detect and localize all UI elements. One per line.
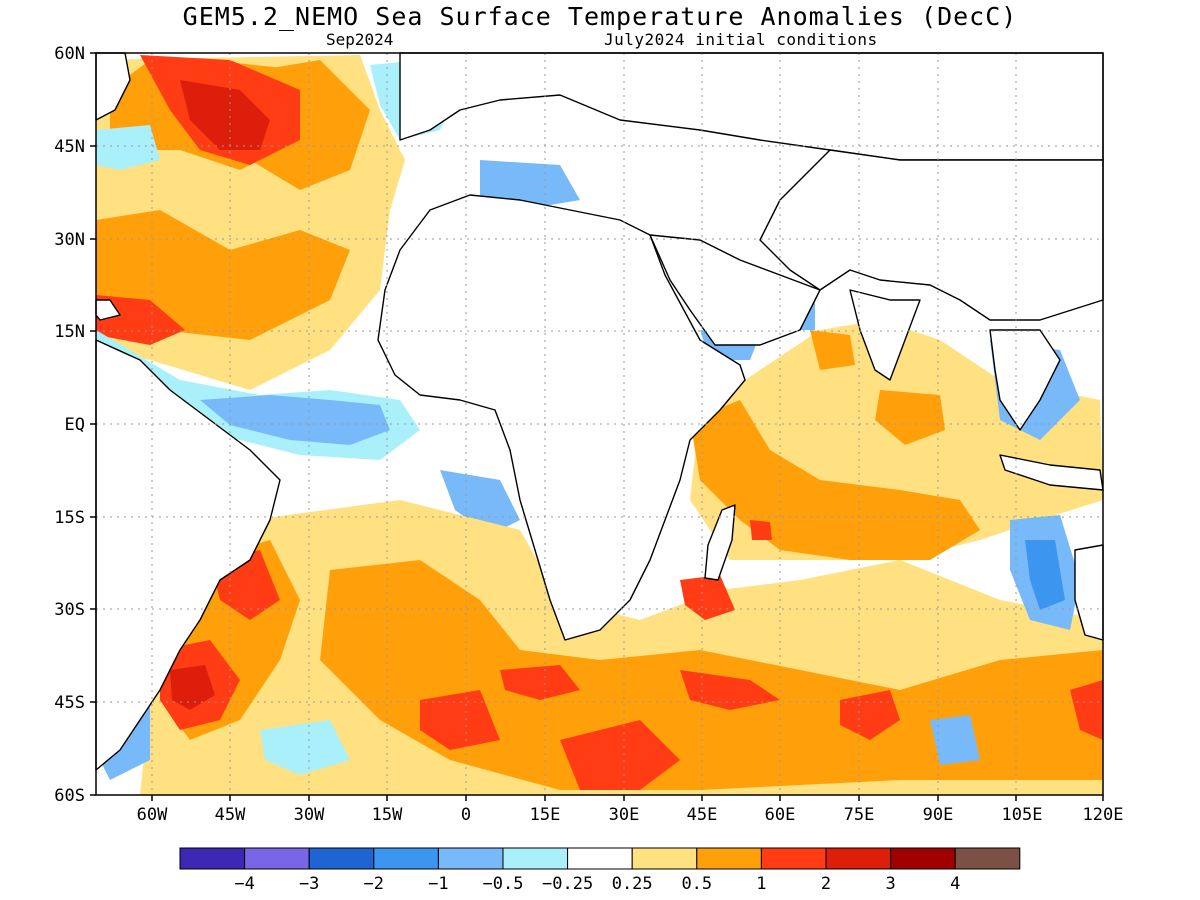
lon-label: 105E (1002, 805, 1043, 825)
colorbar-label: 3 (885, 874, 896, 894)
colorbar-swatch (437, 847, 504, 870)
warm-anomaly-region (96, 295, 185, 345)
warm-anomaly-region (810, 330, 855, 370)
lat-label: EQ (65, 415, 85, 435)
colorbar-label: −0.5 (482, 874, 524, 894)
cool-anomaly-region (1025, 540, 1065, 610)
lat-label: 30N (54, 230, 85, 250)
warm-anomaly-region (500, 665, 580, 700)
forecast-month: Sep2024 (326, 30, 394, 49)
colorbar-swatch (890, 847, 956, 870)
cool-anomaly-region (260, 720, 350, 775)
warm-anomaly-region (170, 665, 215, 710)
anomaly-field (96, 55, 1103, 795)
colorbar-label: 1 (756, 874, 767, 894)
map-title: GEM5.2_NEMO Sea Surface Temperature Anom… (182, 2, 1018, 31)
colorbar-label: 2 (820, 874, 832, 894)
lon-label: 60E (765, 805, 796, 825)
lon-label: 45W (215, 805, 246, 825)
arabia-outline (649, 234, 821, 346)
colorbar-swatch (760, 847, 827, 870)
warm-anomaly-region (420, 690, 500, 750)
india-outline (849, 289, 921, 381)
colorbar-swatch (308, 847, 375, 870)
madagascar-outline (704, 504, 736, 581)
colorbar-label: 4 (950, 874, 961, 894)
lon-label: 60W (137, 805, 168, 825)
australia-outline (1074, 544, 1104, 641)
warm-anomaly-region (750, 520, 772, 540)
colorbar-label: 0.25 (611, 874, 653, 894)
warm-anomaly-region (875, 390, 945, 445)
lat-label: 15N (54, 322, 85, 342)
warm-anomaly-region (680, 670, 780, 710)
colorbar (179, 847, 1021, 870)
colorbar-swatch (179, 847, 246, 870)
south-america-outline (95, 339, 281, 771)
cool-anomaly-region (440, 470, 520, 535)
colorbar-label: −2 (363, 874, 385, 894)
warm-anomaly-region (840, 690, 900, 740)
europe-outline (399, 52, 1104, 161)
lat-labels: 60N 45N 30N 15N EQ 15S 30S 45S 60S (54, 44, 85, 806)
lat-label: 15S (54, 508, 85, 528)
lon-label: 15W (372, 805, 403, 825)
colorbar-label: −0.25 (542, 874, 594, 894)
lon-label: 30W (294, 805, 325, 825)
lon-label: 30E (609, 805, 640, 825)
africa-outline (377, 194, 746, 641)
cool-anomaly-region (200, 395, 390, 445)
colorbar-swatch (373, 847, 439, 870)
southeast-asia-outline (989, 329, 1061, 431)
colorbar-swatch (244, 847, 310, 870)
lon-label: 15E (530, 805, 561, 825)
colorbar-label: −4 (234, 874, 255, 894)
warm-anomaly-region (1070, 680, 1103, 740)
warm-anomaly-region (180, 80, 270, 150)
colorbar-swatch (502, 847, 569, 870)
lon-gridlines (151, 53, 1017, 795)
lon-labels: 60W 45W 30W 15W 0 15E 30E 45E 60E 75E 90… (137, 805, 1124, 825)
colorbar-swatch (954, 847, 1021, 870)
colorbar-swatch (825, 847, 892, 870)
lat-label: 60N (54, 44, 85, 64)
lon-label: 75E (844, 805, 875, 825)
lon-label: 0 (461, 805, 471, 825)
lon-label: 45E (687, 805, 718, 825)
colorbar-swatch (696, 847, 762, 870)
axis-ticks (90, 52, 1104, 801)
colorbar-label: −3 (298, 874, 320, 894)
warm-anomaly-region (680, 575, 735, 620)
warm-anomaly-region (690, 400, 980, 560)
colorbar-swatch (631, 847, 698, 870)
colorbar-swatch (567, 847, 633, 870)
initial-conditions-label: July2024 initial conditions (604, 30, 878, 49)
cool-anomaly-region (930, 715, 980, 765)
colorbar-label: −1 (428, 874, 449, 894)
lat-label: 30S (54, 600, 85, 620)
lon-label: 120E (1083, 805, 1124, 825)
cool-anomaly-region (480, 160, 580, 210)
colorbar-label: 0.5 (681, 874, 713, 894)
land (95, 52, 1104, 771)
lat-label: 45N (54, 137, 85, 157)
lat-label: 45S (54, 693, 85, 713)
warm-anomaly-region (560, 720, 680, 790)
lon-label: 90E (923, 805, 954, 825)
warm-anomaly-region (96, 210, 350, 340)
lat-label: 60S (54, 786, 85, 806)
cool-anomaly-region (96, 125, 160, 170)
